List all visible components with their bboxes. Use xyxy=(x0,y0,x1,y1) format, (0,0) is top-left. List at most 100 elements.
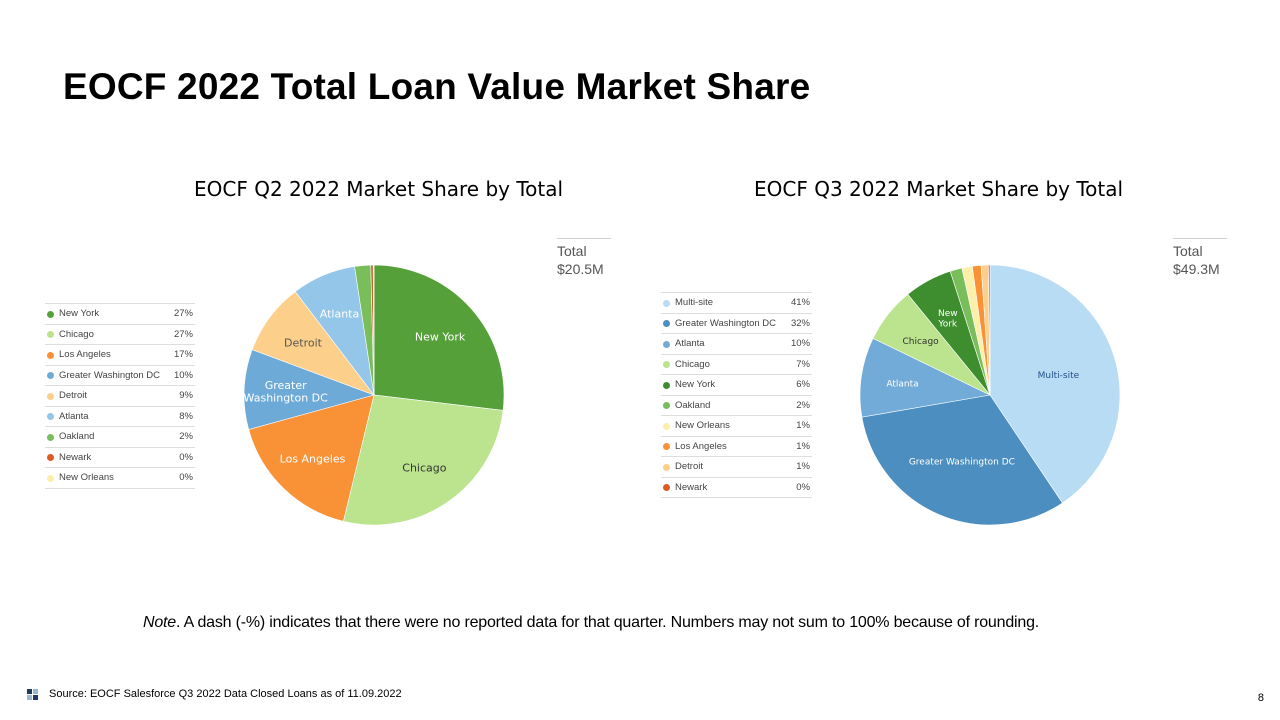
pie-label: Chicago xyxy=(402,462,446,475)
chart-title-q2: EOCF Q2 2022 Market Share by Total xyxy=(194,177,564,201)
legend-row: Chicago 27% xyxy=(45,325,195,345)
total-box-q3: Total $49.3M xyxy=(1173,238,1227,278)
legend-row: New Orleans 0% xyxy=(45,468,195,489)
legend-swatch xyxy=(47,310,54,318)
chart-title-q3: EOCF Q3 2022 Market Share by Total xyxy=(754,177,1124,201)
legend-swatch xyxy=(47,331,54,338)
legend-swatch xyxy=(663,340,670,348)
pie-chart-q3: Multi-site Greater Washington DC Atlanta Ch… xyxy=(859,264,1121,526)
legend-label: Newark xyxy=(675,481,708,493)
legend-label: Los Angeles xyxy=(675,440,727,452)
pie-label: Greater Washington DC xyxy=(244,379,329,405)
legend-row: Los Angeles 1% xyxy=(661,437,812,457)
legend-value: 0% xyxy=(796,481,810,493)
legend-value: 1% xyxy=(796,461,810,472)
legend-swatch xyxy=(47,392,54,400)
page-number: 8 xyxy=(1257,692,1264,704)
total-label: Total xyxy=(1173,243,1203,259)
logo-grid-icon xyxy=(27,689,39,701)
legend-swatch xyxy=(47,474,54,482)
legend-label: New Orleans xyxy=(675,420,730,431)
legend-swatch xyxy=(663,361,670,368)
legend-label: Detroit xyxy=(675,461,703,472)
pie-label: Atlanta xyxy=(886,380,918,390)
pie-slice-new-orleans xyxy=(372,264,375,396)
logo-square xyxy=(33,689,38,694)
pie-label: Greater Washington DC xyxy=(909,458,1015,468)
total-value: $49.3M xyxy=(1173,261,1220,277)
pie-label: Multi-site xyxy=(1038,371,1080,381)
legend-label: Atlanta xyxy=(675,338,705,349)
legend-label: Oakland xyxy=(59,431,95,442)
legend-q3: Multi-site 41% Greater Washington DC 32% Atl… xyxy=(661,292,812,498)
pie-slice-chicago xyxy=(343,394,504,526)
legend-label: Multi-site xyxy=(675,297,714,308)
legend-swatch xyxy=(663,381,670,389)
legend-value: 7% xyxy=(796,358,810,370)
pie-slice-greater-washington-dc xyxy=(861,394,1063,526)
pie-slice-multi-site xyxy=(989,264,1121,504)
total-label: Total xyxy=(557,243,587,259)
legend-value: 1% xyxy=(796,420,810,431)
pie-slice-los-angeles xyxy=(248,394,375,522)
legend-row: Detroit 9% xyxy=(45,386,195,407)
footnote: Note. A dash (-%) indicates that there w… xyxy=(143,614,1039,632)
pie-label: Atlanta xyxy=(320,308,359,321)
total-box-q2: Total $20.5M xyxy=(557,238,611,278)
legend-value: 8% xyxy=(179,410,193,422)
legend-swatch xyxy=(663,422,670,430)
legend-swatch xyxy=(47,413,54,420)
legend-row: Los Angeles 17% xyxy=(45,345,195,366)
legend-row: Newark 0% xyxy=(45,448,195,468)
legend-row: Newark 0% xyxy=(661,478,812,498)
legend-swatch xyxy=(47,433,54,441)
legend-row: Greater Washington DC 10% xyxy=(45,366,195,386)
legend-value: 27% xyxy=(173,308,193,319)
legend-row: New Orleans 1% xyxy=(661,416,812,437)
source-citation: Source: EOCF Salesforce Q3 2022 Data Clo… xyxy=(49,688,402,700)
legend-swatch xyxy=(663,320,670,327)
legend-label: Greater Washington DC xyxy=(675,317,777,329)
pie-slice-atlanta xyxy=(859,337,991,418)
legend-label: Chicago xyxy=(675,358,710,370)
legend-value: 0% xyxy=(179,472,193,483)
legend-swatch xyxy=(47,351,54,359)
legend-value: 17% xyxy=(173,349,193,360)
legend-value: 1% xyxy=(796,440,810,452)
legend-label: Newark xyxy=(59,451,92,463)
legend-swatch xyxy=(47,454,54,461)
note-text: . A dash (-%) indicates that there were … xyxy=(176,614,1040,631)
legend-value: 2% xyxy=(179,431,193,442)
pie-chart-q2: New York Chicago Los Angeles Greater Washing… xyxy=(243,264,505,526)
logo-square xyxy=(27,695,32,700)
legend-value: 27% xyxy=(173,328,193,340)
legend-value: 6% xyxy=(796,379,810,390)
legend-label: New Orleans xyxy=(59,472,114,483)
legend-swatch xyxy=(663,299,670,307)
legend-row: Atlanta 10% xyxy=(661,334,812,355)
pie-slice-greater-washington-dc xyxy=(243,349,375,430)
legend-value: 10% xyxy=(790,338,810,349)
logo-square xyxy=(27,689,32,694)
legend-row: Detroit 1% xyxy=(661,457,812,478)
legend-label: New York xyxy=(675,379,716,390)
legend-value: 10% xyxy=(173,369,193,381)
legend-swatch xyxy=(663,484,670,491)
legend-row: Greater Washington DC 32% xyxy=(661,314,812,334)
pie-slice-new-york xyxy=(373,264,505,411)
legend-q2: New York 27% Chicago 27% Los Angeles 17% Great… xyxy=(45,303,195,489)
legend-label: Atlanta xyxy=(59,410,89,422)
legend-row: Atlanta 8% xyxy=(45,407,195,427)
total-value: $20.5M xyxy=(557,261,604,277)
legend-label: Los Angeles xyxy=(59,349,111,360)
pie-label: Detroit xyxy=(284,336,323,349)
pie-label: Los Angeles xyxy=(280,453,346,466)
legend-swatch xyxy=(663,402,670,409)
legend-row: New York 6% xyxy=(661,375,812,396)
pie-label: Chicago xyxy=(903,337,940,347)
legend-swatch xyxy=(663,463,670,471)
pie-label: New York xyxy=(937,309,958,330)
legend-value: 32% xyxy=(790,317,810,329)
legend-swatch xyxy=(663,443,670,450)
slide-title: EOCF 2022 Total Loan Value Market Share xyxy=(63,66,811,107)
